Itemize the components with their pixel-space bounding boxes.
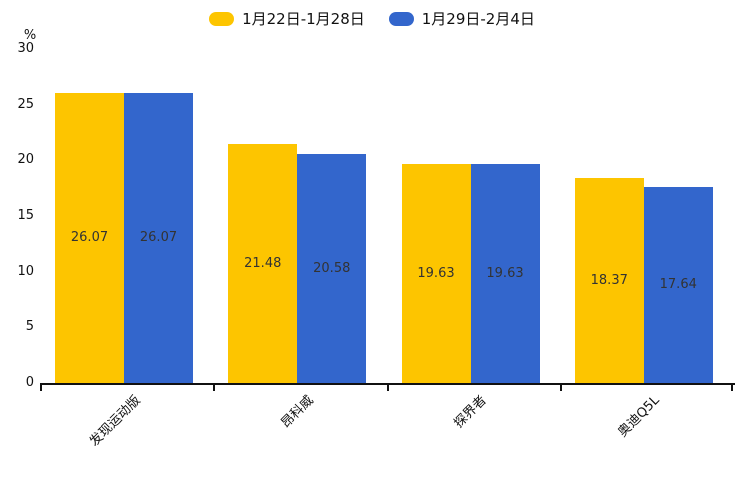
plot-area: 26.07 21.48 19.63 18.37 26.07 20.58 19.63 17.64 [40,49,733,383]
y-tick-label: 20 [17,152,34,168]
x-category-label: 昂科威 [278,393,317,432]
bar-value-label: 19.63 [486,266,524,282]
x-tick [731,385,733,391]
legend-swatch-icon [209,12,235,26]
y-tick-label: 25 [17,96,34,112]
x-tick [213,385,215,391]
legend-item[interactable]: 1月29日-2月4日 [388,9,535,29]
legend-swatch-icon [388,12,414,26]
bar: 20.58 [297,153,367,383]
y-tick-label: 10 [17,263,34,279]
legend-label: 1月29日-2月4日 [421,10,535,28]
bar: 19.63 [401,164,471,383]
y-tick-label: 5 [25,319,34,335]
x-category-label: 探界者 [451,393,490,432]
x-category-label: 奥迪Q5L [615,393,663,441]
y-axis-unit-label: % [23,28,37,43]
legend-item[interactable]: 1月22日-1月28日 [209,9,365,29]
bar-value-label: 20.58 [313,260,351,276]
legend: 1月22日-1月28日 1月29日-2月4日 [0,8,744,30]
y-tick-label: 0 [25,375,34,390]
x-tick [40,385,42,391]
bar-value-label: 19.63 [417,266,455,282]
bar: 18.37 [574,178,644,383]
x-tick [387,385,389,391]
bar: 26.07 [124,92,193,383]
bar-value-label: 17.64 [659,277,697,293]
bar: 21.48 [228,143,298,383]
bar-value-label: 26.07 [70,230,109,246]
bar: 17.64 [643,186,713,383]
bar: 19.63 [470,164,540,383]
bar-value-label: 18.37 [590,273,628,289]
x-tick [560,385,562,391]
bar: 26.07 [55,92,124,383]
y-tick-label: 15 [17,208,34,223]
x-category-label: 发现运动版 [86,393,144,450]
bar-value-label: 21.48 [244,255,282,271]
y-tick-label: 30 [17,41,34,56]
legend-label: 1月22日-1月28日 [242,10,365,28]
bar-value-label: 26.07 [139,230,178,246]
x-axis-line [40,383,735,385]
